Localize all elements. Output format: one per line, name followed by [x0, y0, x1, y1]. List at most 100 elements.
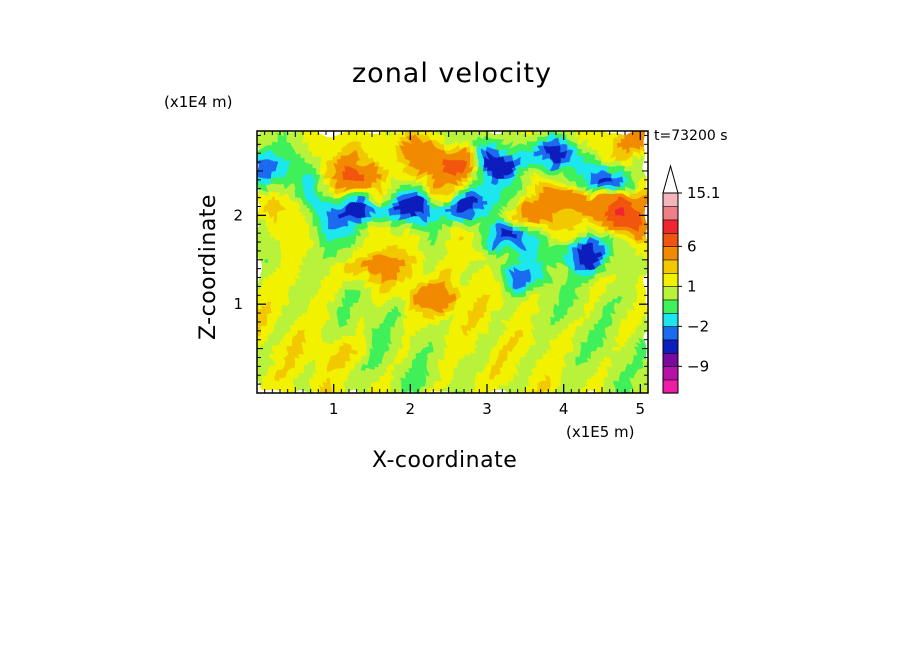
contour-cell [312, 181, 318, 188]
contour-cell [397, 337, 403, 344]
contour-cell [477, 256, 484, 263]
contour-cell [587, 226, 594, 233]
contour-cell [267, 181, 273, 188]
contour-cell [542, 196, 549, 203]
contour-cell [377, 206, 383, 213]
contour-cell [482, 377, 489, 384]
contour-cell [317, 327, 323, 334]
contour-cell [457, 181, 464, 188]
contour-cell [537, 181, 544, 188]
contour-cell [302, 312, 308, 319]
contour-cell [592, 297, 599, 303]
contour-cell [322, 387, 328, 393]
contour-cell [442, 131, 449, 137]
contour-cell [322, 322, 328, 329]
contour-cell [342, 362, 348, 369]
contour-cell [262, 256, 268, 263]
contour-cell [637, 156, 644, 162]
contour-cell [377, 251, 383, 258]
contour-cell [622, 216, 629, 223]
contour-cell [427, 337, 434, 344]
contour-cell [597, 211, 604, 218]
contour-cell [317, 317, 323, 324]
contour-cell [357, 282, 363, 288]
contour-cell [287, 136, 293, 142]
contour-cell [292, 201, 298, 208]
contour-cell [412, 221, 419, 228]
contour-cell [357, 206, 363, 213]
contour-cell [467, 382, 474, 389]
contour-cell [382, 256, 388, 263]
contour-cell [452, 357, 459, 364]
contour-cell [277, 206, 283, 213]
contour-cell [317, 287, 323, 293]
contour-cell [262, 216, 268, 223]
contour-cell [457, 201, 464, 208]
contour-cell [307, 352, 313, 359]
contour-cell [517, 327, 524, 334]
contour-cell [567, 141, 574, 147]
contour-cell [327, 241, 333, 248]
contour-cell [387, 327, 393, 334]
contour-cell [362, 352, 368, 359]
contour-cell [332, 292, 338, 298]
contour-cell [477, 387, 484, 393]
contour-cell [457, 287, 464, 293]
contour-cell [267, 317, 273, 324]
contour-cell [267, 322, 273, 329]
contour-cell [432, 357, 439, 364]
contour-cell [447, 352, 454, 359]
contour-cell [522, 146, 529, 152]
contour-cell [597, 302, 604, 308]
contour-cell [527, 327, 534, 334]
contour-cell [372, 297, 378, 303]
contour-cell [472, 256, 479, 263]
contour-cell [542, 146, 549, 152]
contour-cell [322, 377, 328, 384]
contour-cell [432, 287, 439, 293]
contour-cell [517, 141, 524, 147]
contour-cell [277, 372, 283, 379]
contour-cell [442, 251, 449, 258]
contour-cell [357, 292, 363, 298]
contour-cell [342, 287, 348, 293]
contour-cell [602, 352, 609, 359]
contour-cell [622, 312, 629, 319]
contour-cell [577, 186, 584, 193]
contour-cell [287, 332, 293, 339]
contour-cell [597, 307, 604, 313]
contour-cell [257, 156, 263, 162]
contour-cell [357, 201, 363, 208]
contour-cell [532, 307, 539, 313]
contour-cell [362, 277, 368, 283]
colorbar-label: −2 [687, 317, 709, 335]
contour-cell [347, 372, 353, 379]
contour-cell [412, 141, 419, 147]
contour-cell [462, 332, 469, 339]
contour-cell [562, 246, 569, 253]
contour-cell [517, 332, 524, 339]
contour-cell [367, 141, 373, 147]
contour-cell [342, 347, 348, 354]
contour-cell [482, 372, 489, 379]
contour-cell [562, 387, 569, 393]
contour-cell [357, 131, 363, 137]
contour-cell [482, 246, 489, 253]
contour-cell [297, 352, 303, 359]
contour-cell [352, 161, 358, 167]
contour-cell [417, 322, 424, 329]
contour-cell [592, 362, 599, 369]
contour-cell [547, 337, 554, 344]
contour-cell [332, 277, 338, 283]
contour-cell [432, 267, 439, 273]
contour-cell [517, 236, 524, 243]
contour-cell [477, 181, 484, 188]
contour-cell [492, 262, 499, 268]
contour-cell [382, 181, 388, 188]
contour-cell [342, 186, 348, 193]
contour-cell [497, 156, 504, 162]
contour-cell [407, 176, 413, 182]
contour-cell [332, 357, 338, 364]
contour-cell [637, 312, 644, 319]
contour-cell [637, 196, 644, 203]
